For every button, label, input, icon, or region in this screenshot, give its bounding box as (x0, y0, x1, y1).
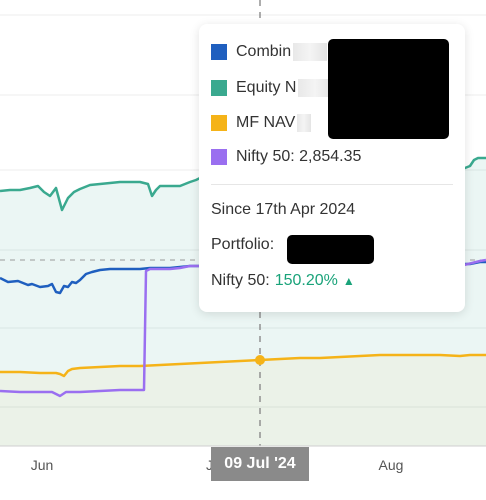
tooltip-legend-nifty: Nifty 50: 2,854.35 (211, 146, 361, 168)
tooltip-legend-equity: Equity N (211, 77, 333, 99)
tooltip-divider (211, 184, 453, 185)
nifty-label: Nifty 50: (211, 272, 270, 289)
redacted-values-block (328, 39, 449, 139)
legend-label: Nifty 50: 2,854.35 (236, 148, 362, 165)
x-tick-label: Aug (379, 457, 404, 473)
hover-date-label: 09 Jul '24 (211, 447, 309, 481)
blurred-text (293, 43, 328, 61)
portfolio-label: Portfolio: (211, 236, 275, 253)
series-line-mf-nav (0, 353, 486, 378)
tooltip-legend-mf: MF NAV (211, 112, 312, 134)
redacted-portfolio-value (287, 235, 374, 264)
series-area (0, 355, 486, 446)
legend-label: MF NAV (236, 114, 296, 131)
legend-label: Equity N (236, 79, 297, 96)
legend-swatch (211, 80, 227, 96)
hover-marker (255, 355, 265, 365)
legend-swatch (211, 149, 227, 165)
legend-swatch (211, 44, 227, 60)
nifty-return-row: Nifty 50: 150.20% ▲ (211, 272, 355, 290)
blurred-text (298, 79, 333, 97)
legend-swatch (211, 115, 227, 131)
tooltip-legend-combined: Combin (211, 41, 328, 63)
nifty-return-value: 150.20% (274, 272, 338, 289)
x-tick-label: Jun (31, 457, 54, 473)
portfolio-return-row: Portfolio: (211, 236, 274, 254)
legend-label: Combin (236, 43, 292, 60)
since-date-text: Since 17th Apr 2024 (211, 201, 356, 218)
chart-tooltip: Combin Equity N MF NAV Nifty 50: 2,854.3… (199, 24, 465, 312)
up-arrow-icon: ▲ (342, 274, 355, 288)
blurred-text (297, 114, 312, 132)
